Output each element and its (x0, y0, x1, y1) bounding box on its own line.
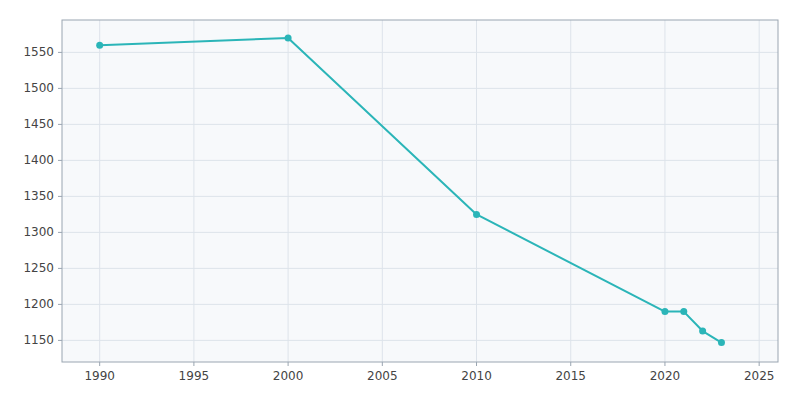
grid-line-y (62, 196, 778, 197)
tick-label-y: 1550 (23, 45, 54, 59)
tick-x (664, 362, 665, 366)
tick-y (58, 196, 62, 197)
tick-label-y: 1300 (23, 225, 54, 239)
tick-label-x: 2025 (744, 369, 775, 383)
chart-container: 1990 1995 2000 2005 2010 2015 2020 2025 1150 1200… (0, 0, 800, 400)
grid-line-x (382, 20, 383, 362)
tick-label-x: 2000 (273, 369, 304, 383)
grid-line-y (62, 124, 778, 125)
ticks: 1990 1995 2000 2005 2010 2015 2020 2025 1150 1200… (23, 45, 774, 383)
tick-x (382, 362, 383, 366)
plot-frame (62, 20, 778, 362)
tick-label-x: 1995 (179, 369, 210, 383)
grid-line-x (193, 20, 194, 362)
tick-x (759, 362, 760, 366)
tick-label-y: 1200 (23, 297, 54, 311)
tick-y (58, 160, 62, 161)
grid-line-y (62, 232, 778, 233)
tick-label-y: 1150 (23, 333, 54, 347)
marker (680, 308, 687, 315)
grid-line-x (288, 20, 289, 362)
tick-label-y: 1400 (23, 153, 54, 167)
tick-y (58, 124, 62, 125)
tick-y (58, 268, 62, 269)
tick-label-y: 1250 (23, 261, 54, 275)
grid-line-y (62, 52, 778, 53)
tick-x (99, 362, 100, 366)
tick-label-x: 2010 (461, 369, 492, 383)
grid-line-x (570, 20, 571, 362)
tick-label-y: 1450 (23, 117, 54, 131)
tick-y (58, 304, 62, 305)
marker (699, 328, 706, 335)
grid-line-y (62, 88, 778, 89)
grid-line-x (759, 20, 760, 362)
tick-label-y: 1500 (23, 81, 54, 95)
marker (473, 211, 480, 218)
tick-label-x: 1990 (84, 369, 115, 383)
grid-line-y (62, 340, 778, 341)
tick-x (570, 362, 571, 366)
chart: 1990 1995 2000 2005 2010 2015 2020 2025 1150 1200… (0, 0, 800, 400)
tick-x (193, 362, 194, 366)
series (96, 35, 725, 347)
tick-label-x: 2015 (555, 369, 586, 383)
marker (661, 308, 668, 315)
grid-line-x (476, 20, 477, 362)
tick-x (476, 362, 477, 366)
grid-line-y (62, 304, 778, 305)
tick-y (58, 232, 62, 233)
tick-x (288, 362, 289, 366)
line (100, 38, 722, 343)
marker (718, 339, 725, 346)
grid (62, 20, 778, 362)
marker (285, 35, 292, 42)
tick-label-x: 2020 (650, 369, 681, 383)
tick-y (58, 88, 62, 89)
grid-line-x (99, 20, 100, 362)
grid-line-y (62, 268, 778, 269)
plot-background (62, 20, 778, 362)
tick-y (58, 52, 62, 53)
tick-y (58, 340, 62, 341)
marker (96, 42, 103, 49)
tick-label-y: 1350 (23, 189, 54, 203)
tick-label-x: 2005 (367, 369, 398, 383)
